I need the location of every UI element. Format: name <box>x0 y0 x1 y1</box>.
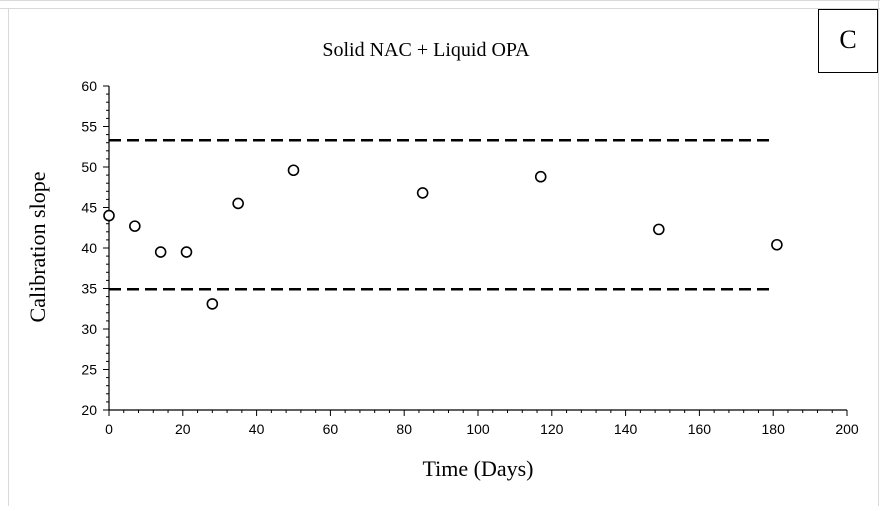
reference-lines <box>109 139 774 291</box>
y-tick-label: 45 <box>81 200 97 216</box>
x-axis-label: Time (Days) <box>422 456 533 481</box>
y-tick-label: 50 <box>81 159 97 175</box>
x-tick-label: 200 <box>835 421 859 437</box>
x-tick-label: 160 <box>688 421 712 437</box>
y-tick-label: 40 <box>81 240 97 256</box>
x-tick-label: 100 <box>466 421 490 437</box>
x-tick-label: 120 <box>540 421 564 437</box>
x-tick-label: 60 <box>323 421 339 437</box>
y-axis-label: Calibration slope <box>25 172 50 323</box>
y-axis-ticks: 20 25 30 35 40 45 50 55 60 <box>81 78 109 418</box>
data-point <box>416 187 429 199</box>
y-tick-label: 60 <box>81 78 97 94</box>
data-point <box>534 170 547 183</box>
y-tick-label: 30 <box>81 321 97 337</box>
x-tick-label: 180 <box>762 421 786 437</box>
x-tick-label: 40 <box>249 421 265 437</box>
panel-label: C <box>839 25 856 54</box>
x-tick-label: 140 <box>614 421 638 437</box>
y-tick-label: 55 <box>81 119 97 135</box>
data-point <box>232 197 244 210</box>
data-point <box>771 238 783 251</box>
y-tick-label: 20 <box>81 402 97 418</box>
data-point <box>103 209 115 222</box>
data-point <box>206 298 219 310</box>
x-tick-label: 20 <box>175 421 191 437</box>
x-tick-label: 80 <box>396 421 412 437</box>
data-point <box>129 220 141 232</box>
data-point <box>180 246 193 258</box>
data-point <box>287 164 300 177</box>
data-points <box>103 164 783 310</box>
x-axis-ticks: 0 20 40 60 80 100 120 140 160 180 200 <box>105 410 859 437</box>
data-point <box>154 246 167 258</box>
chart-title: Solid NAC + Liquid OPA <box>322 39 530 61</box>
y-tick-label: 35 <box>81 281 97 297</box>
x-tick-label: 0 <box>105 421 113 437</box>
y-tick-label: 25 <box>81 362 97 378</box>
axes <box>108 86 847 411</box>
data-point <box>653 223 665 236</box>
panel-label-box <box>818 9 878 73</box>
